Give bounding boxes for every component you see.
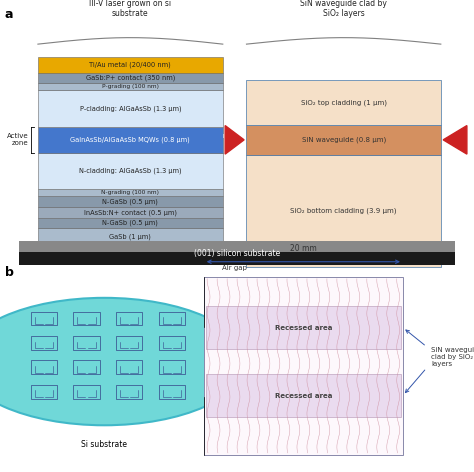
Bar <box>38 152 223 189</box>
Text: N-GaSb (0.5 μm): N-GaSb (0.5 μm) <box>102 220 158 227</box>
Bar <box>38 218 223 228</box>
Bar <box>38 207 223 218</box>
Bar <box>38 91 223 127</box>
Text: GaInAsSb/AlGaAsSb MQWs (0.8 μm): GaInAsSb/AlGaAsSb MQWs (0.8 μm) <box>71 136 190 143</box>
Text: Ti/Au metal (20/400 nm): Ti/Au metal (20/400 nm) <box>90 62 171 68</box>
Polygon shape <box>225 126 244 154</box>
Text: a: a <box>5 8 13 21</box>
Bar <box>38 127 223 152</box>
Text: Air gap: Air gap <box>222 265 247 271</box>
Text: Si substrate: Si substrate <box>81 440 128 449</box>
Bar <box>38 196 223 207</box>
Bar <box>159 361 185 374</box>
Text: N-GaSb (0.5 μm): N-GaSb (0.5 μm) <box>102 198 158 205</box>
Bar <box>73 312 100 326</box>
Text: N-cladding: AlGaAsSb (1.3 μm): N-cladding: AlGaAsSb (1.3 μm) <box>79 168 182 174</box>
Bar <box>204 277 403 455</box>
Text: Active
zone: Active zone <box>7 133 28 146</box>
Text: InAsSb:N+ contact (0.5 μm): InAsSb:N+ contact (0.5 μm) <box>84 209 177 216</box>
Text: SiN waveguide (0.8 μm): SiN waveguide (0.8 μm) <box>301 136 386 143</box>
Bar <box>159 336 185 350</box>
Bar <box>116 336 142 350</box>
Text: Emitted
light: Emitted light <box>222 135 247 145</box>
Text: P-grading (100 nm): P-grading (100 nm) <box>102 84 159 89</box>
Bar <box>206 306 401 349</box>
Text: SiO₂ top cladding (1 μm): SiO₂ top cladding (1 μm) <box>301 99 387 106</box>
Bar <box>19 242 455 265</box>
Bar <box>31 336 57 350</box>
Bar <box>38 57 223 73</box>
Text: GaSb (1 μm): GaSb (1 μm) <box>109 233 151 239</box>
Text: SiN waveguides
clad by SiO₂
layers: SiN waveguides clad by SiO₂ layers <box>431 347 474 367</box>
Circle shape <box>0 298 246 425</box>
Text: Coupled
light: Coupled light <box>447 135 473 145</box>
Text: b: b <box>5 266 14 279</box>
Bar <box>19 242 455 252</box>
Bar <box>246 125 441 155</box>
Bar <box>116 361 142 374</box>
Bar <box>38 73 223 84</box>
Polygon shape <box>443 126 467 154</box>
Bar <box>246 80 441 125</box>
Text: N-grading (100 nm): N-grading (100 nm) <box>101 190 159 195</box>
Bar <box>73 385 100 399</box>
Bar <box>38 84 223 91</box>
Bar <box>31 312 57 326</box>
Text: Recessed area: Recessed area <box>274 325 332 330</box>
Text: GaSb:P+ contact (350 nm): GaSb:P+ contact (350 nm) <box>86 75 175 81</box>
Bar <box>38 228 223 244</box>
Bar <box>159 385 185 399</box>
Text: III-V laser grown on si
substrate: III-V laser grown on si substrate <box>89 0 172 18</box>
Bar <box>159 312 185 326</box>
Text: P-cladding: AlGaAsSb (1.3 μm): P-cladding: AlGaAsSb (1.3 μm) <box>80 106 181 112</box>
Bar <box>246 155 441 267</box>
Bar <box>73 336 100 350</box>
Bar <box>206 374 401 417</box>
Text: SiN waveguide clad by
SiO₂ layers: SiN waveguide clad by SiO₂ layers <box>300 0 387 18</box>
Text: Recessed area: Recessed area <box>274 393 332 398</box>
Text: SiO₂ bottom cladding (3.9 μm): SiO₂ bottom cladding (3.9 μm) <box>291 208 397 214</box>
Bar <box>38 189 223 196</box>
Bar <box>116 312 142 326</box>
Bar <box>31 361 57 374</box>
Text: (001) silicon substrate: (001) silicon substrate <box>194 249 280 258</box>
Bar <box>31 385 57 399</box>
Bar <box>73 361 100 374</box>
Text: 20 mm: 20 mm <box>290 244 317 253</box>
Bar <box>116 385 142 399</box>
